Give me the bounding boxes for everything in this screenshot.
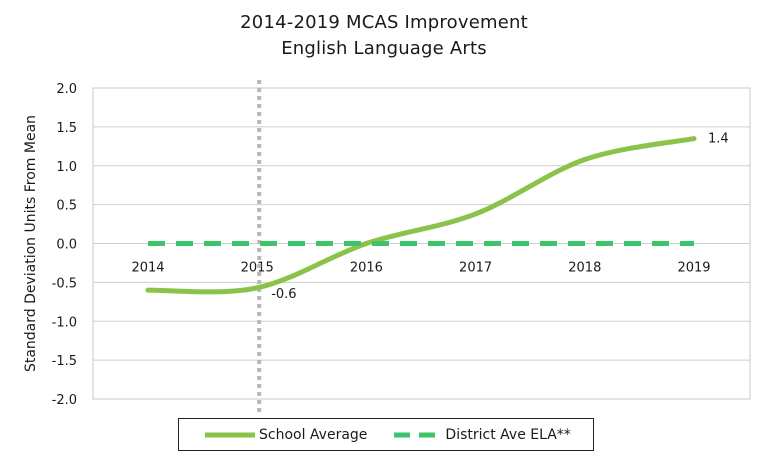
data-label: 1.4 [708, 132, 729, 147]
legend-label-school-average: School Average [259, 426, 368, 443]
legend: School Average District Ave ELA** [178, 418, 594, 451]
x-tick-label: 2018 [568, 261, 601, 276]
data-label: -0.6 [271, 287, 296, 302]
y-tick-label: 1.5 [56, 121, 77, 136]
y-tick-label: 1.0 [56, 160, 77, 175]
legend-swatch-school-average [205, 432, 255, 437]
y-tick-label: -0.5 [52, 276, 77, 291]
y-axis-label: Standard Deviation Units From Mean [23, 115, 39, 372]
x-tick-label: 2019 [677, 261, 710, 276]
y-tick-label: -1.0 [52, 315, 77, 330]
y-tick-label: -1.5 [52, 354, 77, 369]
chart-title: 2014-2019 MCAS Improvement English Langu… [0, 10, 768, 62]
y-tick-label: 0.0 [56, 238, 77, 253]
y-tick-label: 2.0 [56, 82, 77, 97]
y-tick-label: -2.0 [52, 393, 77, 408]
chart-title-line-1: 2014-2019 MCAS Improvement [240, 12, 528, 33]
y-tick-label: 0.5 [56, 199, 77, 214]
legend-swatch-district-ave [394, 432, 440, 437]
series-line-school-average [145, 136, 697, 295]
legend-item-school-average: School Average [205, 427, 367, 443]
x-tick-label: 2014 [131, 261, 164, 276]
legend-item-district-ave: District Ave ELA** [391, 426, 571, 443]
x-tick-label: 2016 [350, 261, 383, 276]
chart-title-line-2: English Language Arts [281, 38, 487, 59]
legend-label-district-ave: District Ave ELA** [445, 426, 571, 443]
x-tick-label: 2017 [459, 261, 492, 276]
